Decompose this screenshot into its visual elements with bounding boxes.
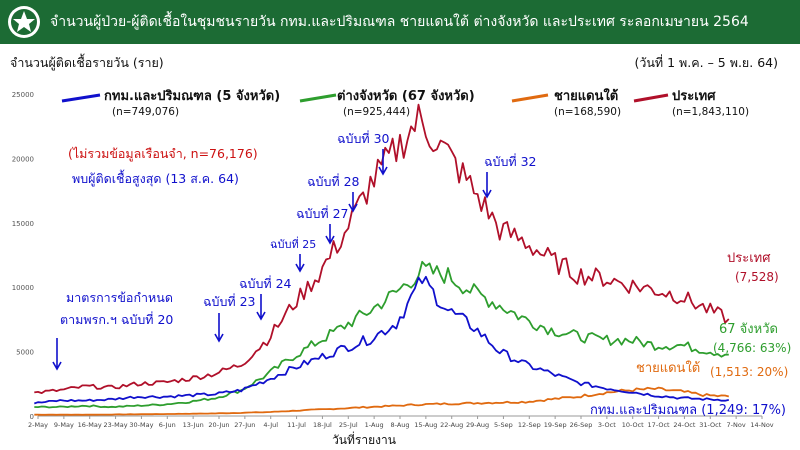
x-tick-label: 11-Jul xyxy=(287,421,306,429)
y-tick-label: 20000 xyxy=(12,155,34,163)
note-measure-line2: ตามพรก.ฯ ฉบับที่ 20 xyxy=(60,311,173,327)
arrow-ed24 xyxy=(256,294,266,321)
legend-label-nation: ประเทศ xyxy=(672,89,716,104)
ministry-logo-icon xyxy=(8,6,40,38)
edition-25-label: ฉบับที่ 25 xyxy=(270,236,316,251)
x-tick-label: 16-May xyxy=(78,421,102,429)
x-tick-label: 18-Jul xyxy=(313,421,332,429)
chart-legend: กทม.และปริมณฑล (5 จังหวัด) (n=749,076) ต… xyxy=(61,87,749,118)
note-measure-line1: มาตรการข้อกำหนด xyxy=(66,290,173,305)
end-label-nation: ประเทศ xyxy=(727,251,771,266)
x-tick-label: 23-May xyxy=(104,421,128,429)
x-tick-label: 2-May xyxy=(28,421,48,429)
legend-label-south: ชายแดนใต้ xyxy=(554,87,618,104)
x-tick-label: 22-Aug xyxy=(440,421,463,429)
page-title: จำนวนผู้ป่วย-ผู้ติดเชื้อในชุมชนรายวัน กท… xyxy=(50,14,749,30)
arrow-ed28 xyxy=(348,192,358,213)
header-bar: จำนวนผู้ป่วย-ผู้ติดเชื้อในชุมชนรายวัน กท… xyxy=(0,0,800,44)
x-tick-label: 7-Nov xyxy=(727,421,746,429)
end-label-prov: 67 จังหวัด xyxy=(719,322,778,337)
x-tick-label: 4-Jul xyxy=(263,421,278,429)
x-tick-label: 12-Sep xyxy=(518,421,541,429)
series-line xyxy=(34,103,730,394)
y-tick-label: 10000 xyxy=(12,284,34,292)
series-line xyxy=(34,260,729,409)
x-tick-label: 3-Oct xyxy=(598,421,616,429)
edition-30-label: ฉบับที่ 30 xyxy=(337,130,390,146)
note-excluded-prison: (ไม่รวมข้อมูลเรือนจำ, n=76,176) xyxy=(68,146,258,162)
x-tick-label: 27-Jun xyxy=(234,421,255,429)
legend-n-prov: (n=925,444) xyxy=(343,106,410,118)
x-tick-label: 24-Oct xyxy=(673,421,695,429)
x-tick-label: 1-Aug xyxy=(365,421,384,429)
arrow-ed27 xyxy=(325,224,335,245)
end-label-nation-value: (7,528) xyxy=(735,270,779,284)
edition-24-label: ฉบับที่ 24 xyxy=(239,275,292,291)
x-tick-label: 20-Jun xyxy=(208,421,229,429)
legend-n-bkk: (n=749,076) xyxy=(112,106,179,118)
y-tick-label: 5000 xyxy=(16,349,34,357)
series-line xyxy=(34,275,729,405)
date-range: (วันที่ 1 พ.ค. – 5 พ.ย. 64) xyxy=(634,55,778,70)
x-tick-label: 26-Sep xyxy=(570,421,593,429)
y-tick-label: 15000 xyxy=(12,220,34,228)
x-tick-label: 9-May xyxy=(54,421,74,429)
x-tick-label: 13-Jun xyxy=(183,421,204,429)
edition-27-label: ฉบับที่ 27 xyxy=(296,205,349,221)
epidemic-line-chart: 0 5000 10000 15000 20000 25000 2-May 9-May 16-Ma… xyxy=(12,87,792,447)
x-tick-label: 10-Oct xyxy=(622,421,644,429)
legend-n-nation: (n=1,843,110) xyxy=(672,106,749,118)
x-tick-label: 15-Aug xyxy=(414,421,437,429)
x-tick-label: 5-Sep xyxy=(494,421,513,429)
legend-line-nation xyxy=(633,93,669,103)
x-tick-label: 29-Aug xyxy=(466,421,489,429)
arrow-ed23 xyxy=(214,313,224,343)
note-peak-date: พบผู้ติดเชื้อสูงสุด (13 ส.ค. 64) xyxy=(72,169,239,187)
x-tick-label: 14-Nov xyxy=(750,421,773,429)
arrow-ed32 xyxy=(482,172,492,199)
end-label-south-value: (1,513: 20%) xyxy=(710,365,788,379)
arrow-ed25 xyxy=(295,254,305,273)
legend-label-prov: ต่างจังหวัด (67 จังหวัด) xyxy=(337,89,475,104)
edition-28-label: ฉบับที่ 28 xyxy=(307,173,360,189)
x-tick-label: 8-Aug xyxy=(390,421,409,429)
x-axis-title: วันที่รายงาน xyxy=(332,431,396,447)
chart-axes: 0 5000 10000 15000 20000 25000 2-May 9-May 16-Ma… xyxy=(12,91,774,429)
y-tick-label: 25000 xyxy=(12,91,34,99)
legend-line-bkk xyxy=(61,93,101,103)
x-tick-label: 17-Oct xyxy=(648,421,670,429)
end-label-south: ชายแดนใต้ xyxy=(636,360,700,376)
x-tick-label: 30-May xyxy=(129,421,153,429)
legend-line-south xyxy=(511,93,549,103)
x-tick-label: 25-Jul xyxy=(339,421,358,429)
chart-subtitle: จำนวนผู้ติดเชื้อรายวัน (ราย) xyxy=(10,55,164,70)
y-tick-label: 0 xyxy=(30,413,34,421)
legend-line-prov xyxy=(299,93,337,103)
x-tick-label: 6-Jun xyxy=(159,421,176,429)
x-tick-label: 19-Sep xyxy=(544,421,567,429)
legend-label-bkk: กทม.และปริมณฑล (5 จังหวัด) xyxy=(104,89,280,104)
arrow-measure-20 xyxy=(52,338,62,371)
end-label-prov-value: (4,766: 63%) xyxy=(713,341,791,355)
edition-23-label: ฉบับที่ 23 xyxy=(203,293,256,309)
edition-32-label: ฉบับที่ 32 xyxy=(484,153,537,169)
legend-n-south: (n=168,590) xyxy=(554,106,621,118)
series-line xyxy=(34,386,730,416)
chart-annotations: (ไม่รวมข้อมูลเรือนจำ, n=76,176) พบผู้ติด… xyxy=(52,130,791,418)
x-tick-label: 31-Oct xyxy=(699,421,721,429)
end-label-bkk: กทม.และปริมณฑล (1,249: 17%) xyxy=(590,403,786,418)
series-layer xyxy=(34,103,730,416)
arrow-ed30 xyxy=(378,149,388,176)
